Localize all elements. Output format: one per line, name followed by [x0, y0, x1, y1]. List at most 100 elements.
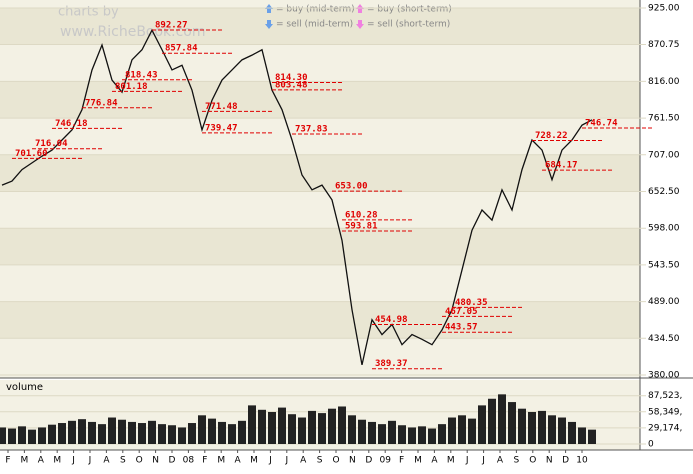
legend-text: = sell (mid-term)	[276, 20, 353, 30]
x-tick-label: O	[332, 456, 339, 466]
annotation: 801.18	[115, 82, 148, 92]
volume-bar	[8, 428, 16, 444]
volume-bar	[148, 420, 156, 444]
x-tick-label: 09	[379, 456, 391, 466]
watermark: charts by	[58, 5, 119, 20]
volume-bar	[118, 419, 126, 444]
x-tick-label: S	[514, 456, 520, 466]
annotation: 610.28	[345, 210, 378, 220]
annotation: 776.84	[85, 98, 118, 108]
volume-bar	[368, 421, 376, 444]
volume-bar	[438, 424, 446, 444]
volume-bar	[348, 415, 356, 444]
annotation: 892.27	[155, 21, 188, 31]
legend-text: = buy (mid-term)	[276, 5, 355, 15]
volume-bar	[538, 410, 546, 444]
volume-bar	[178, 427, 186, 444]
volume-bar	[238, 420, 246, 444]
volume-bar	[278, 407, 286, 444]
legend-text: = buy (short-term)	[367, 5, 452, 15]
x-tick-label: A	[38, 456, 45, 466]
volume-bar	[298, 417, 306, 444]
x-tick-label: J	[88, 456, 92, 466]
annotation: 746.18	[55, 119, 88, 129]
y-tick-label: 0	[648, 440, 654, 450]
grid-band	[0, 228, 640, 265]
volume-bar	[548, 415, 556, 444]
annotation: 454.98	[375, 315, 408, 325]
annotation: 389.37	[375, 359, 408, 369]
grid-band	[0, 8, 640, 45]
volume-bar	[0, 427, 6, 444]
volume-bar	[558, 417, 566, 444]
volume-bar	[518, 408, 526, 444]
x-tick-label: S	[317, 456, 323, 466]
volume-bar	[138, 423, 146, 444]
y-tick-label: 543.50	[648, 260, 680, 270]
x-tick-label: M	[21, 456, 29, 466]
x-tick-label: D	[365, 456, 372, 466]
volume-bar	[258, 409, 266, 444]
volume-bar	[158, 424, 166, 444]
annotation: 728.22	[535, 131, 568, 141]
volume-bar	[578, 427, 586, 444]
annotation: 803.48	[275, 80, 308, 90]
y-tick-label: 58,349,	[648, 407, 682, 417]
x-tick-label: M	[414, 456, 422, 466]
annotation: 814.30	[275, 73, 308, 83]
volume-bar	[68, 420, 76, 444]
x-tick-label: O	[136, 456, 143, 466]
x-tick-label: N	[349, 456, 356, 466]
annotation: 593.81	[345, 222, 378, 232]
y-tick-label: 380.00	[648, 371, 680, 381]
annotation: 701.60	[15, 149, 48, 159]
volume-bar	[58, 423, 66, 444]
volume-bar	[168, 425, 176, 444]
x-tick-label: J	[71, 456, 75, 466]
volume-bar	[528, 412, 536, 444]
x-tick-label: 10	[576, 456, 588, 466]
x-tick-label: M	[53, 456, 61, 466]
x-tick-label: A	[431, 456, 438, 466]
volume-bar	[478, 405, 486, 444]
annotation: 716.04	[35, 139, 68, 149]
annotation: 467.05	[445, 307, 478, 317]
volume-bar	[488, 398, 496, 444]
volume-bar	[38, 427, 46, 444]
annotation: 771.48	[205, 102, 238, 112]
x-tick-label: F	[202, 456, 207, 466]
x-tick-label: A	[497, 456, 504, 466]
y-tick-label: 87,523,	[648, 391, 682, 401]
volume-bar	[88, 421, 96, 444]
x-tick-label: J	[481, 456, 485, 466]
volume-bar	[418, 426, 426, 444]
volume-bar	[188, 423, 196, 444]
y-tick-label: 434.50	[648, 334, 680, 344]
x-tick-label: S	[120, 456, 126, 466]
grid-band	[0, 81, 640, 119]
volume-bar	[378, 424, 386, 444]
volume-bar	[228, 424, 236, 444]
volume-bar	[218, 421, 226, 444]
volume-bar	[408, 427, 416, 444]
y-tick-label: 652.50	[648, 187, 680, 197]
x-tick-label: M	[447, 456, 455, 466]
legend-text: = sell (short-term)	[367, 20, 450, 30]
y-tick-label: 870.75	[648, 40, 680, 50]
annotation: 737.83	[295, 125, 328, 135]
y-tick-label: 489.00	[648, 297, 680, 307]
volume-bar	[398, 425, 406, 444]
watermark: www.RicheBook.com	[60, 24, 206, 40]
legend-icon	[265, 20, 273, 29]
x-tick-label: O	[529, 456, 536, 466]
y-tick-label: 598.00	[648, 224, 680, 234]
annotation: 443.57	[445, 323, 478, 333]
volume-bar	[108, 417, 116, 444]
x-tick-label: J	[284, 456, 288, 466]
annotation: 653.00	[335, 182, 368, 192]
volume-bar	[328, 408, 336, 444]
annotation: 857.84	[165, 44, 198, 54]
x-tick-label: D	[562, 456, 569, 466]
x-tick-label: F	[399, 456, 404, 466]
